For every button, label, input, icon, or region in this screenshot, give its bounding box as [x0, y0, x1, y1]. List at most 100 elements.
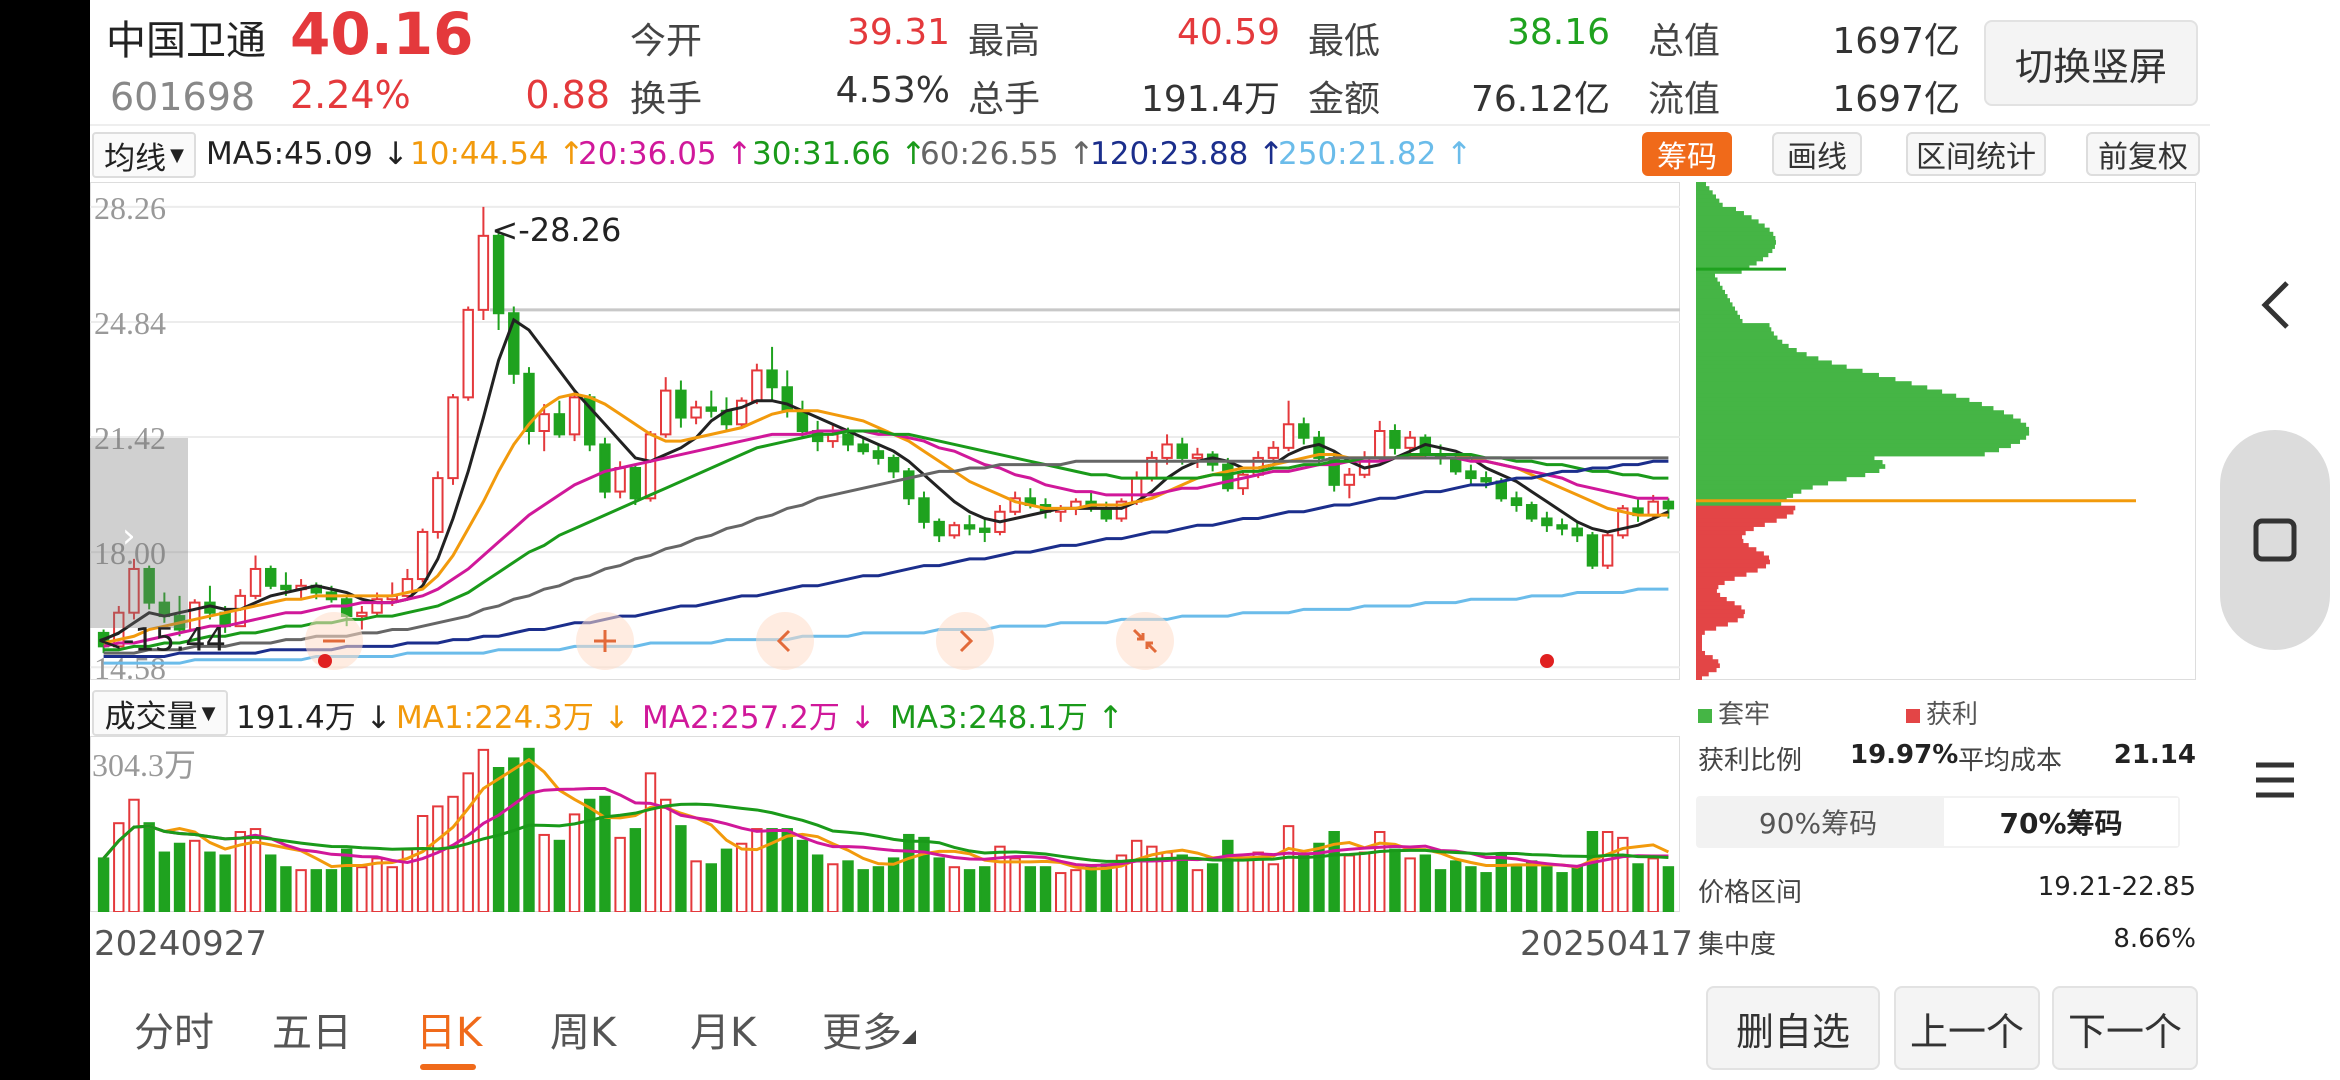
- back-icon[interactable]: [2210, 270, 2340, 340]
- chip-bar-trapped: [1696, 235, 1776, 241]
- candle-body: [644, 433, 657, 500]
- volume-selector[interactable]: 成交量 ▼: [92, 690, 228, 736]
- switch-portrait-button[interactable]: 切换竖屏: [1984, 20, 2198, 106]
- volume-bar: [1070, 869, 1082, 912]
- ma-selector-label: 均线: [104, 140, 167, 177]
- chip-bar-trapped: [1696, 182, 1706, 187]
- chip-bar-trapped: [1696, 455, 1875, 461]
- volume-bar: [1176, 854, 1188, 912]
- chip-bar-trapped: [1696, 252, 1769, 258]
- candle-body: [401, 578, 414, 597]
- chip-bar-trapped: [1696, 265, 1750, 270]
- scroll-right-icon[interactable]: [936, 612, 994, 670]
- candle-body: [963, 524, 976, 530]
- event-dot[interactable]: [1540, 654, 1554, 668]
- volume-bar: [1647, 857, 1659, 912]
- volume-bar: [675, 825, 687, 912]
- chip-bar-profit: [1696, 580, 1725, 586]
- volume-bar: [1191, 869, 1204, 912]
- candle-body: [614, 467, 626, 493]
- chip-bar-trapped: [1696, 406, 1994, 411]
- tab-90-chips[interactable]: 90%筹码: [1758, 807, 1878, 840]
- candle-body: [1647, 500, 1659, 517]
- volume-bar: [432, 805, 444, 912]
- candle-body: [690, 406, 702, 419]
- legend-profit-label: 获利: [1926, 700, 1979, 730]
- system-nav-bar: [2210, 0, 2340, 1080]
- volume-bar: [644, 772, 657, 912]
- candle-body: [447, 396, 459, 480]
- volume-chart[interactable]: 304.3万: [90, 736, 1680, 912]
- tab-intraday[interactable]: 分时: [134, 1010, 214, 1056]
- next-stock-button[interactable]: 下一个: [2052, 986, 2198, 1070]
- tab-five-day[interactable]: 五日: [272, 1010, 352, 1056]
- volume-bar: [842, 860, 854, 912]
- menu-icon[interactable]: [2210, 750, 2340, 810]
- scroll-left-icon[interactable]: [756, 612, 814, 670]
- candle-body: [249, 567, 262, 597]
- legend-trapped-label: 套牢: [1718, 700, 1771, 730]
- field-value-turnover: 4.53%: [835, 70, 950, 111]
- ma-selector[interactable]: 均线 ▼: [92, 132, 196, 178]
- remove-watchlist-button[interactable]: 删自选: [1706, 986, 1880, 1070]
- volume-bar: [1404, 857, 1416, 912]
- volume-bar: [1085, 866, 1097, 912]
- zoom-in-icon[interactable]: [576, 612, 634, 670]
- chip-bar-trapped: [1696, 352, 1807, 357]
- candle-body: [735, 399, 748, 426]
- candle-body: [1343, 473, 1356, 486]
- chip-bar-trapped: [1696, 310, 1738, 316]
- expand-arrow-icon[interactable]: ›: [122, 516, 136, 556]
- tab-daily-k[interactable]: 日K: [416, 1010, 483, 1056]
- volume-selector-label: 成交量: [104, 698, 198, 735]
- volume-bar: [1206, 863, 1219, 912]
- candle-body: [705, 406, 717, 412]
- y-axis-label: 24.84: [94, 305, 166, 341]
- candle-body: [629, 467, 642, 500]
- chip-bar-profit: [1696, 638, 1702, 644]
- volume-bar: [265, 854, 277, 912]
- chips-button[interactable]: 筹码: [1642, 132, 1732, 176]
- home-pill[interactable]: [2220, 430, 2330, 650]
- chip-bar-profit: [1696, 605, 1742, 610]
- volume-bar: [447, 795, 459, 912]
- stock-code: 601698: [110, 75, 256, 119]
- chip-bar-profit: [1696, 626, 1717, 631]
- candle-body: [1282, 423, 1295, 449]
- tab-more[interactable]: 更多: [822, 1010, 902, 1056]
- range-stats-button[interactable]: 区间统计: [1906, 132, 2046, 176]
- volume-ma1: MA1:224.3万 ↓: [396, 700, 630, 736]
- exit-fullscreen-icon[interactable]: [1116, 612, 1174, 670]
- volume-bar: [310, 869, 322, 912]
- chip-bar-profit: [1696, 671, 1709, 677]
- previous-stock-button[interactable]: 上一个: [1894, 986, 2040, 1070]
- chip-bar-profit: [1696, 650, 1706, 656]
- candle-body: [1571, 527, 1583, 537]
- draw-line-button[interactable]: 画线: [1772, 132, 1862, 176]
- chip-bar-profit: [1696, 659, 1719, 664]
- chip-bar-trapped: [1696, 277, 1718, 283]
- volume-ma2: MA2:257.2万 ↓: [642, 700, 876, 736]
- tab-weekly-k[interactable]: 周K: [550, 1010, 617, 1056]
- volume-bar: [204, 851, 216, 912]
- tab-70-chips[interactable]: 70%筹码: [1944, 798, 2178, 846]
- volume-bar: [1601, 831, 1614, 912]
- tab-monthly-k[interactable]: 月K: [690, 1010, 757, 1056]
- field-label-amount: 金额: [1308, 79, 1381, 120]
- adjust-button[interactable]: 前复权: [2086, 132, 2200, 176]
- field-label-total-hands: 总手: [968, 79, 1041, 120]
- start-date: 20240927: [94, 924, 268, 964]
- current-price: 40.16: [290, 0, 474, 68]
- chip-bar-trapped: [1696, 260, 1757, 266]
- field-label-high: 最高: [968, 21, 1041, 62]
- home-icon[interactable]: [2210, 510, 2340, 570]
- zoom-out-icon[interactable]: [305, 612, 363, 670]
- chip-bar-trapped: [1696, 244, 1775, 249]
- ma-line: [103, 587, 1669, 665]
- event-dot[interactable]: [318, 654, 332, 668]
- volume-bar: [781, 828, 793, 912]
- stock-name: 中国卫通: [106, 18, 266, 64]
- candle-body: [1465, 470, 1477, 480]
- chip-bar-profit: [1696, 617, 1738, 623]
